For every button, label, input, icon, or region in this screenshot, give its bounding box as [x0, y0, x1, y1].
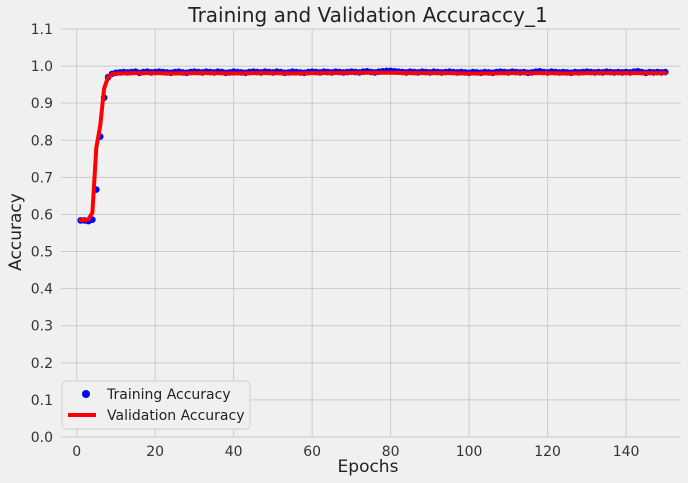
x-tick-label: 80 [382, 444, 400, 460]
x-tick-label: 140 [613, 444, 640, 460]
y-tick-label: 0.2 [31, 356, 53, 372]
y-tick-label: 0.3 [31, 319, 53, 335]
y-axis-label: Accuracy [6, 193, 26, 271]
y-tick-label: 0.4 [31, 282, 53, 298]
y-tick-label: 1.1 [31, 22, 53, 38]
x-tick-label: 0 [72, 444, 81, 460]
x-tick-label: 100 [456, 444, 483, 460]
grid [61, 28, 681, 438]
validation-accuracy-line [78, 70, 668, 223]
x-tick-label: 120 [534, 444, 561, 460]
chart-title: Training and Validation Accuraccy_1 [187, 3, 547, 27]
x-axis-label: Epochs [338, 457, 399, 477]
legend: Training Accuracy Validation Accuracy [61, 380, 251, 430]
legend-box [61, 380, 251, 430]
y-tick-label: 0.0 [31, 430, 53, 446]
y-tick-label: 0.6 [31, 207, 53, 223]
x-ticks: 0 20 40 60 80 100 120 140 [72, 444, 639, 460]
y-tick-label: 0.7 [31, 170, 53, 186]
legend-label-training: Training Accuracy [106, 387, 231, 403]
y-tick-label: 0.9 [31, 96, 53, 112]
y-tick-label: 1.0 [31, 59, 53, 75]
x-tick-label: 20 [146, 444, 164, 460]
validation-series [78, 70, 668, 223]
x-tick-label: 60 [303, 444, 321, 460]
y-ticks: 0.0 0.1 0.2 0.3 0.4 0.5 0.6 0.7 0.8 0.9 1.0 1.1 [31, 22, 53, 446]
x-tick-label: 40 [225, 444, 243, 460]
legend-label-validation: Validation Accuracy [107, 408, 245, 424]
y-tick-label: 0.1 [31, 393, 53, 409]
y-tick-label: 0.5 [31, 245, 53, 261]
legend-marker-training [82, 390, 90, 398]
y-tick-label: 0.8 [31, 133, 53, 149]
